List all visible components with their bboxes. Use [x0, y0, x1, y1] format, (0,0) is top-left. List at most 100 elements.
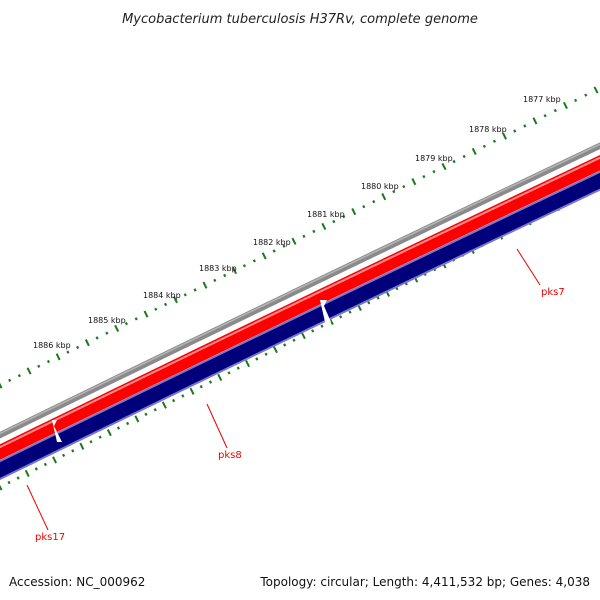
ruler-tick-inner-minor [34, 467, 38, 471]
ruler-tick-inner-minor [339, 315, 343, 319]
ruler-tick-outer-minor [523, 124, 527, 128]
ruler-tick-outer-minor [183, 293, 187, 297]
ruler-tick-outer-minor [223, 273, 227, 278]
gene-label-pks17: pks17 [35, 532, 65, 543]
ruler-tick-inner-minor [16, 476, 20, 480]
ruler-tick-inner-minor [236, 366, 240, 370]
ruler-tick-inner-minor [311, 329, 315, 333]
ruler-tick-inner-minor [367, 301, 371, 305]
ruler-tick-outer-major [593, 86, 599, 94]
ruler-tick-inner-minor [283, 343, 287, 347]
ruler-tick-outer-minor [452, 159, 456, 164]
ruler-tick-inner-minor [264, 352, 268, 356]
gene-boundary-pks7-pks8 [320, 300, 331, 322]
backbone-track [0, 142, 600, 439]
accession-text: Accession: NC_000962 [9, 575, 145, 589]
ruler-tick-inner-major [245, 359, 250, 368]
ruler-tick-inner-minor [172, 398, 176, 403]
ruler-tick-inner-minor [126, 421, 130, 426]
ruler-label-1880: 1880 kbp [361, 182, 399, 191]
ruler-tick-inner-major [52, 456, 57, 464]
gene-pointer-pks17 [26, 484, 49, 531]
ruler-tick-inner-minor [208, 380, 213, 384]
map-title: Mycobacterium tuberculosis H37Rv, comple… [122, 12, 478, 27]
gene-pointer-pks8 [206, 403, 228, 449]
ruler-tick-outer-minor [124, 321, 128, 326]
ruler-tick-inner-major [106, 429, 112, 437]
ruler-tick-outer-major [202, 281, 208, 289]
ruler-tick-outer-minor [543, 114, 547, 118]
ruler-tick-outer-minor [422, 174, 426, 179]
ruler-tick-inner-minor [348, 310, 352, 314]
ruler-tick-inner-major [0, 484, 3, 491]
ruler-tick-outer-minor [492, 139, 496, 143]
ruler-tick-outer-minor [272, 249, 276, 253]
ruler-tick-outer-minor [432, 169, 436, 174]
ruler-tick-outer-minor [105, 331, 109, 335]
ruler-tick-outer-major [532, 117, 538, 125]
ruler-tick-outer-minor [193, 288, 197, 292]
ruler-tick-outer-major [291, 237, 297, 245]
ruler-tick-outer-major [261, 252, 267, 260]
ruler-tick-inner-major [161, 401, 167, 409]
ruler-tick-inner-minor [7, 480, 11, 485]
backbone-track-highlight [0, 143, 600, 435]
ruler-tick-inner-minor [181, 394, 185, 398]
ruler-tick-outer-minor [342, 214, 346, 219]
ruler-tick-outer-minor [372, 200, 376, 204]
ruler-tick-outer-minor [402, 184, 406, 189]
ruler-tick-outer-minor [513, 129, 517, 133]
ruler-label-1884: 1884 kbp [143, 291, 181, 300]
reverse-strand-track [0, 173, 600, 478]
ruler-tick-inner-minor [89, 440, 93, 444]
ruler-tick-outer-minor [312, 229, 316, 234]
ruler-tick-outer-major [321, 222, 327, 231]
ruler-tick-inner-major [134, 415, 140, 423]
ruler-tick-outer-minor [95, 336, 99, 340]
ruler-tick-outer-major [563, 101, 568, 110]
ruler-tick-inner-minor [255, 357, 259, 361]
ruler-tick-outer-minor [302, 234, 306, 238]
ruler-tick-outer-minor [164, 302, 168, 307]
ruler-tick-outer-minor [17, 374, 21, 378]
ruler-tick-outer-minor [213, 278, 217, 283]
ruler-tick-outer-minor [362, 205, 366, 209]
ruler-tick-outer-minor [134, 317, 138, 321]
ruler-labels: 1877 kbp 1878 kbp 1879 kbp 1880 kbp 1881… [33, 95, 561, 350]
ruler-tick-inner-minor [227, 371, 231, 375]
ruler-tick-outer-major [173, 296, 178, 304]
ruler-tick-inner-minor [62, 453, 66, 458]
ruler-tick-inner-major [24, 469, 30, 478]
ruler-tick-outer-minor [584, 93, 588, 97]
ruler-tick-outer-major [441, 162, 447, 171]
ruler-tick-outer-minor [252, 259, 256, 263]
ruler-tick-outer-minor [8, 378, 12, 382]
ruler-tick-inner-minor [71, 449, 75, 453]
ruler-ticks-outer [0, 86, 599, 389]
forward-strand-track [0, 155, 600, 460]
ruler-tick-outer-minor [332, 219, 336, 224]
ruler-label-1878: 1878 kbp [469, 125, 507, 134]
ruler-tick-inner-minor [43, 462, 47, 467]
ruler-tick-outer-minor [574, 98, 578, 103]
ruler-tick-outer-minor [462, 154, 466, 159]
ruler-tick-inner-minor [292, 338, 296, 342]
ruler-tick-outer-minor [392, 189, 396, 194]
ruler-tick-outer-minor [242, 264, 246, 268]
genome-summary-text: Topology: circular; Length: 4,411,532 bp… [259, 575, 590, 589]
ruler-tick-inner-major [217, 373, 223, 382]
ruler-label-1883: 1883 kbp [199, 264, 237, 273]
ruler-tick-inner-major [79, 442, 85, 450]
ruler-tick-outer-major [55, 353, 61, 361]
ruler-tick-outer-major [381, 193, 387, 201]
gene-pointer-pks7 [516, 248, 541, 286]
gene-boundary-pks8-pks17 [52, 420, 62, 442]
ruler-tick-inner-major [300, 331, 306, 340]
ruler-label-1877: 1877 kbp [523, 95, 561, 104]
gene-label-pks8: pks8 [218, 450, 242, 461]
ruler-tick-inner-minor [320, 324, 324, 328]
ruler-tick-outer-minor [553, 108, 557, 113]
ruler-tick-inner-minor [153, 408, 157, 412]
ruler-label-1881: 1881 kbp [307, 210, 345, 219]
